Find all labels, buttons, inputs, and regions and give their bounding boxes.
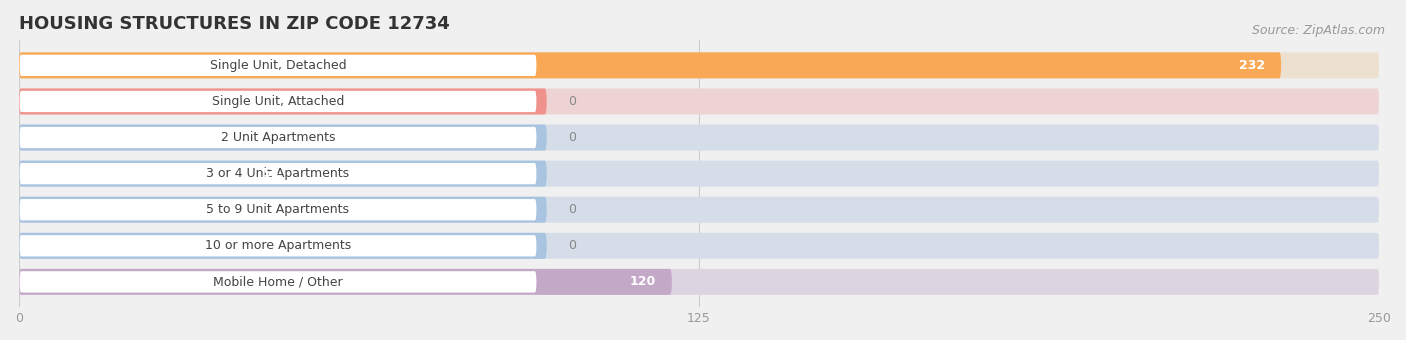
FancyBboxPatch shape <box>20 269 1379 295</box>
FancyBboxPatch shape <box>20 160 547 187</box>
FancyBboxPatch shape <box>20 233 1379 259</box>
FancyBboxPatch shape <box>20 197 1379 223</box>
Text: 120: 120 <box>630 275 655 288</box>
FancyBboxPatch shape <box>20 271 537 292</box>
Text: Mobile Home / Other: Mobile Home / Other <box>214 275 343 288</box>
FancyBboxPatch shape <box>20 88 1379 115</box>
Text: Single Unit, Attached: Single Unit, Attached <box>212 95 344 108</box>
Text: 51: 51 <box>263 167 280 180</box>
Text: HOUSING STRUCTURES IN ZIP CODE 12734: HOUSING STRUCTURES IN ZIP CODE 12734 <box>20 15 450 33</box>
FancyBboxPatch shape <box>20 233 547 259</box>
FancyBboxPatch shape <box>20 91 537 112</box>
Text: 232: 232 <box>1239 59 1265 72</box>
Text: 0: 0 <box>568 203 576 216</box>
FancyBboxPatch shape <box>20 55 537 76</box>
Text: 0: 0 <box>568 95 576 108</box>
FancyBboxPatch shape <box>20 269 672 295</box>
Text: Source: ZipAtlas.com: Source: ZipAtlas.com <box>1251 24 1385 37</box>
Text: 10 or more Apartments: 10 or more Apartments <box>205 239 352 252</box>
FancyBboxPatch shape <box>20 199 537 220</box>
FancyBboxPatch shape <box>20 124 547 151</box>
FancyBboxPatch shape <box>20 52 1379 78</box>
FancyBboxPatch shape <box>20 163 537 184</box>
FancyBboxPatch shape <box>20 127 537 148</box>
FancyBboxPatch shape <box>20 197 547 223</box>
FancyBboxPatch shape <box>20 235 537 256</box>
Text: 5 to 9 Unit Apartments: 5 to 9 Unit Apartments <box>207 203 350 216</box>
FancyBboxPatch shape <box>20 88 547 115</box>
FancyBboxPatch shape <box>20 124 1379 151</box>
Text: 3 or 4 Unit Apartments: 3 or 4 Unit Apartments <box>207 167 350 180</box>
Text: Single Unit, Detached: Single Unit, Detached <box>209 59 346 72</box>
Text: 0: 0 <box>568 239 576 252</box>
Text: 2 Unit Apartments: 2 Unit Apartments <box>221 131 335 144</box>
FancyBboxPatch shape <box>20 52 1281 78</box>
FancyBboxPatch shape <box>20 160 1379 187</box>
Text: 0: 0 <box>568 131 576 144</box>
